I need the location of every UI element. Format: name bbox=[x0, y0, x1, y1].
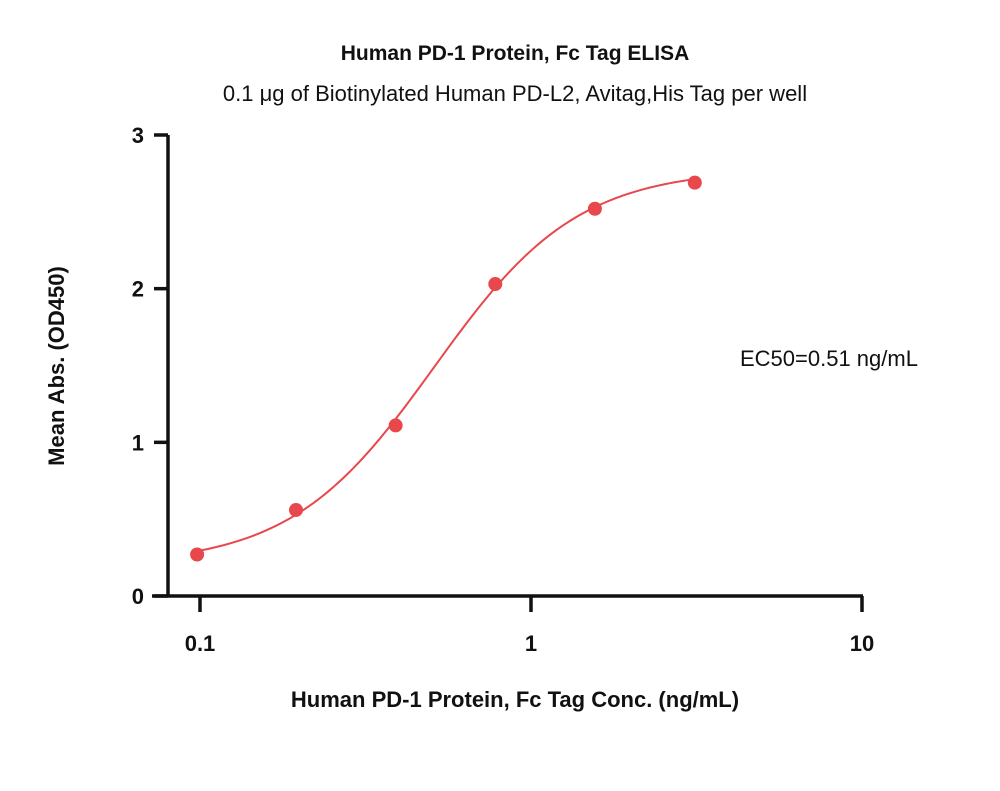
y-tick-label: 1 bbox=[132, 430, 144, 455]
fit-curve bbox=[196, 178, 695, 553]
y-tick-label: 2 bbox=[132, 277, 144, 302]
data-point bbox=[687, 175, 702, 190]
chart-subtitle: 0.1 μg of Biotinylated Human PD-L2, Avit… bbox=[223, 81, 807, 106]
data-point bbox=[587, 201, 602, 216]
y-axis-label: Mean Abs. (OD450) bbox=[44, 266, 69, 466]
data-point bbox=[388, 418, 403, 433]
x-axis-label: Human PD-1 Protein, Fc Tag Conc. (ng/mL) bbox=[291, 687, 739, 712]
y-tick-label: 0 bbox=[132, 584, 144, 609]
x-tick-label: 0.1 bbox=[185, 631, 216, 656]
ticks: 0 1 2 3 0.1 1 10 bbox=[132, 123, 874, 656]
data-point bbox=[190, 547, 205, 562]
data-points bbox=[190, 175, 702, 562]
data-point bbox=[289, 502, 304, 517]
x-tick-label: 1 bbox=[525, 631, 537, 656]
x-tick-label: 10 bbox=[850, 631, 874, 656]
axes bbox=[152, 135, 863, 598]
fit-curve-layer bbox=[196, 178, 695, 553]
ec50-annotation: EC50=0.51 ng/mL bbox=[740, 346, 918, 371]
data-point bbox=[488, 277, 503, 292]
chart-title: Human PD-1 Protein, Fc Tag ELISA bbox=[341, 42, 690, 65]
y-tick-label: 3 bbox=[132, 123, 144, 148]
